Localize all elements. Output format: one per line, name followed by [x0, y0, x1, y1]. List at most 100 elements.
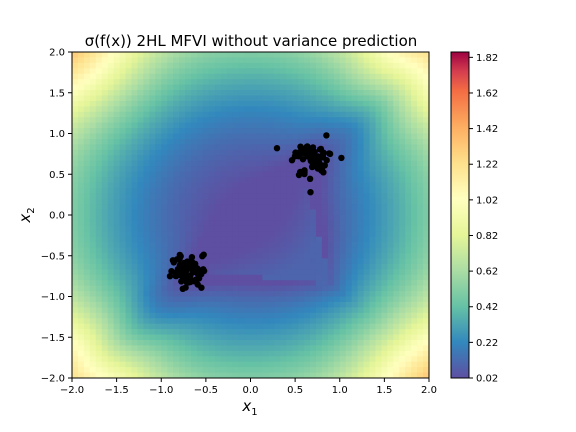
heatmap-cell — [321, 187, 329, 194]
heatmap-cell — [321, 128, 329, 135]
heatmap-cell — [226, 361, 234, 368]
heatmap-cell — [179, 117, 186, 124]
data-point — [321, 162, 328, 169]
heatmap-cell — [208, 106, 216, 113]
heatmap-cell — [321, 84, 329, 91]
heatmap-cell — [161, 79, 168, 86]
heatmap-cell — [387, 296, 394, 303]
heatmap-cell — [345, 312, 353, 319]
heatmap-cell — [333, 269, 341, 276]
heatmap-cell — [208, 236, 216, 243]
heatmap-cell — [333, 138, 341, 145]
heatmap-cell — [72, 334, 79, 341]
heatmap-cell — [196, 334, 204, 341]
heatmap-cell — [167, 225, 174, 232]
heatmap-cell — [405, 307, 412, 314]
heatmap-cell — [214, 356, 222, 363]
heatmap-cell — [83, 198, 91, 205]
heatmap-cell — [327, 57, 335, 64]
heatmap-cell — [137, 166, 144, 173]
heatmap-cell — [363, 198, 371, 205]
heatmap-cell — [220, 106, 228, 113]
heatmap-cell — [214, 133, 222, 140]
heatmap-cell — [214, 95, 222, 102]
heatmap-cell — [238, 291, 246, 298]
heatmap-cell — [125, 138, 133, 145]
data-point — [300, 148, 307, 155]
heatmap-cell — [250, 231, 258, 238]
heatmap-cell — [363, 171, 371, 178]
heatmap-cell — [95, 68, 103, 75]
heatmap-cell — [375, 350, 382, 357]
heatmap-cell — [226, 171, 234, 178]
heatmap-cell — [387, 236, 394, 243]
heatmap-cell — [345, 329, 353, 336]
heatmap-cell — [161, 361, 168, 368]
heatmap-cell — [250, 198, 258, 205]
heatmap-cell — [327, 155, 335, 162]
heatmap-cell — [83, 220, 91, 227]
heatmap-cell — [381, 225, 388, 232]
heatmap-cell — [196, 247, 204, 254]
heatmap-cell — [256, 220, 263, 227]
heatmap-cell — [292, 106, 299, 113]
data-point — [195, 275, 203, 282]
heatmap-cell — [280, 209, 287, 216]
heatmap-cell — [351, 79, 359, 86]
heatmap-cell — [143, 350, 150, 357]
heatmap-cell — [387, 301, 394, 308]
heatmap-cell — [155, 361, 162, 368]
heatmap-cell — [417, 182, 424, 189]
heatmap-cell — [417, 160, 424, 167]
heatmap-cell — [333, 198, 341, 205]
heatmap-cell — [191, 62, 198, 69]
heatmap-cell — [250, 68, 258, 75]
heatmap-cell — [262, 318, 269, 325]
heatmap-cell — [149, 57, 156, 64]
heatmap-cell — [333, 95, 341, 102]
heatmap-cell — [387, 62, 394, 69]
heatmap-cell — [268, 133, 275, 140]
heatmap-cell — [399, 280, 406, 287]
heatmap-cell — [161, 166, 168, 173]
heatmap-cell — [310, 90, 317, 97]
heatmap-cell — [77, 301, 85, 308]
heatmap-cell — [327, 247, 335, 254]
heatmap-cell — [417, 350, 424, 357]
heatmap-cell — [268, 90, 275, 97]
heatmap-cell — [405, 356, 412, 363]
heatmap-cell — [423, 215, 429, 222]
heatmap-cell — [191, 198, 198, 205]
heatmap-cell — [363, 182, 371, 189]
heatmap-cell — [214, 215, 222, 222]
heatmap-cell — [155, 122, 162, 129]
heatmap-cell — [83, 155, 91, 162]
heatmap-cell — [161, 220, 168, 227]
heatmap-cell — [173, 350, 180, 357]
heatmap-cell — [72, 171, 79, 178]
heatmap-cell — [369, 193, 377, 200]
heatmap-cell — [423, 285, 429, 292]
heatmap-cell — [399, 182, 406, 189]
heatmap-cell — [262, 79, 269, 86]
heatmap-cell — [375, 253, 382, 260]
heatmap-cell — [232, 242, 240, 249]
heatmap-cell — [321, 204, 329, 211]
heatmap-cell — [315, 350, 323, 357]
heatmap-cell — [315, 128, 323, 135]
heatmap-cell — [333, 307, 341, 314]
heatmap-cell — [113, 247, 121, 254]
heatmap-cell — [238, 285, 246, 292]
heatmap-cell — [107, 187, 115, 194]
heatmap-cell — [173, 301, 180, 308]
data-point — [297, 143, 304, 150]
heatmap-cell — [423, 160, 429, 167]
heatmap-cell — [327, 269, 335, 276]
heatmap-cell — [381, 301, 388, 308]
heatmap-cell — [345, 144, 353, 151]
heatmap-cell — [214, 318, 222, 325]
heatmap-cell — [357, 106, 365, 113]
heatmap-cell — [363, 68, 371, 75]
heatmap-cell — [220, 160, 228, 167]
heatmap-cell — [173, 291, 180, 298]
